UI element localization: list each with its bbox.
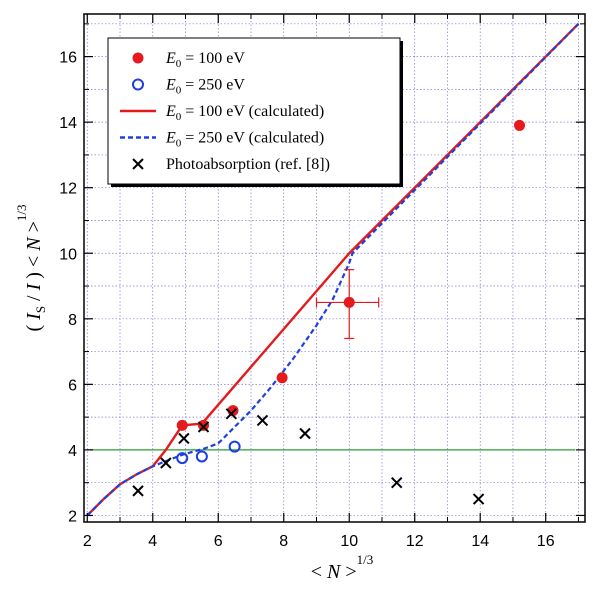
legend-swatch xyxy=(132,78,144,91)
axis-ticks: 2 4 6 8 10 12 14 16 2 4 6 8 10 12 14 16 xyxy=(59,14,585,550)
series-4-point-stroke xyxy=(178,432,190,445)
y-tick-label: 8 xyxy=(68,312,77,329)
legend-box xyxy=(107,37,401,185)
x-tick-label: 16 xyxy=(537,533,555,550)
legend-item: E0 = 100 eV (calculated) xyxy=(120,103,324,123)
series-1-point xyxy=(195,450,208,463)
x-tick-label: 6 xyxy=(214,533,223,550)
y-tick-label: 6 xyxy=(68,377,77,394)
series-4-point xyxy=(132,485,144,497)
legend-swatch xyxy=(132,158,144,170)
legend-item: Photoabsorption (ref. [8]) xyxy=(132,156,330,173)
series-line-3 xyxy=(86,23,580,517)
series-0-point xyxy=(514,119,526,131)
series-0-point xyxy=(198,419,210,431)
series-4-point-stroke xyxy=(160,457,172,469)
series-4-point xyxy=(299,427,311,440)
y-tick-label: 16 xyxy=(59,50,77,67)
series-1-point xyxy=(228,440,241,453)
series-4-point xyxy=(160,457,172,469)
x-axis-title: < N >1/3 xyxy=(311,552,374,583)
x-tick-label: 2 xyxy=(83,533,92,550)
y-tick-label: 12 xyxy=(59,181,77,198)
series-4-point-stroke xyxy=(391,476,403,489)
series-1-point xyxy=(176,452,189,465)
series-4-point xyxy=(225,408,238,420)
plot-frame xyxy=(83,13,586,523)
legend-swatch xyxy=(132,52,144,64)
series-4-point xyxy=(178,432,190,445)
series-4-point xyxy=(256,414,269,427)
legend-swatch-stroke xyxy=(132,158,144,170)
series-0-point xyxy=(176,419,188,431)
calculated-curves xyxy=(86,22,580,517)
series-4-point-stroke xyxy=(132,485,144,497)
x-tick-label: 12 xyxy=(406,533,424,550)
x-tick-label: 4 xyxy=(148,533,157,550)
legend-label: Photoabsorption (ref. [8]) xyxy=(166,156,330,173)
x-tick-label: 8 xyxy=(279,533,288,550)
y-tick-label: 2 xyxy=(68,508,77,525)
legend-item: E0 = 250 eV xyxy=(132,77,245,97)
legend-label: E0 = 100 eV xyxy=(165,50,245,70)
series-4-point-stroke xyxy=(197,421,210,433)
series-4-point xyxy=(472,493,485,505)
legend-item: E0 = 250 eV (calculated) xyxy=(120,130,324,150)
series-4-point-stroke xyxy=(225,408,238,420)
legend: E0 = 100 eV E0 = 250 eV E0 = 100 eV (calcu… xyxy=(107,37,403,187)
y-axis-title: ( IS / I ) < N >1/3 xyxy=(14,204,48,331)
x-tick-label: 14 xyxy=(471,533,489,550)
series-0-point xyxy=(276,372,288,384)
axis-title-text: ( IS / I ) < N >1/3 xyxy=(14,204,48,331)
y-tick-label: 10 xyxy=(59,246,77,263)
series-0-point xyxy=(343,296,355,308)
legend-label: E0 = 250 eV (calculated) xyxy=(165,130,324,150)
legend-label: E0 = 100 eV (calculated) xyxy=(165,103,324,123)
y-tick-label: 4 xyxy=(68,443,77,460)
series-4-point xyxy=(197,421,210,433)
series-4-point-stroke xyxy=(256,414,269,427)
legend-item: E0 = 100 eV xyxy=(132,50,245,70)
axis-title-text: < N >1/3 xyxy=(311,552,374,583)
y-tick-label: 14 xyxy=(59,115,77,132)
series-4-point-stroke xyxy=(472,493,485,505)
series-4-point-stroke xyxy=(299,427,311,440)
legend-label: E0 = 250 eV xyxy=(165,77,245,97)
data-markers xyxy=(132,119,526,505)
series-4-point xyxy=(391,476,403,489)
x-tick-label: 10 xyxy=(340,533,358,550)
